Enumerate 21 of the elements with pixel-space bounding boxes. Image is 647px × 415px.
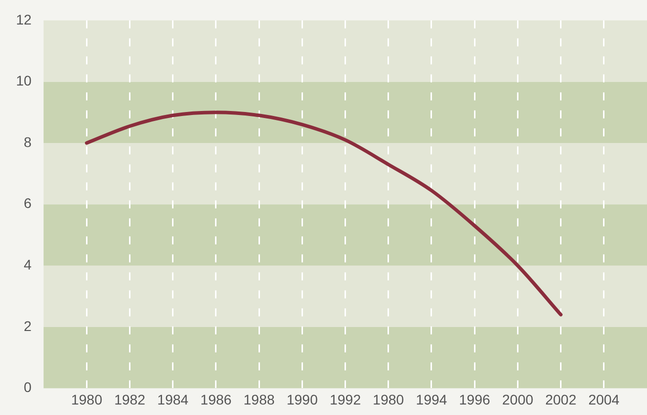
x-tick-label: 2000 <box>502 391 534 408</box>
x-tick-label: 1988 <box>244 391 275 408</box>
x-tick-label: 1996 <box>459 391 490 408</box>
x-tick-label: 1980 <box>71 391 102 408</box>
y-tick-label: 4 <box>24 256 32 272</box>
x-tick-label: 1986 <box>200 391 232 408</box>
x-tick-label: 1984 <box>157 391 189 408</box>
y-tick-label: 2 <box>24 318 32 334</box>
x-tick-label: 1990 <box>286 391 318 408</box>
line-series <box>84 110 563 316</box>
x-tick-label: 2002 <box>545 391 577 408</box>
x-tick-label: 2004 <box>588 391 620 408</box>
x-tick-label: 1982 <box>114 391 146 408</box>
y-tick-label: 8 <box>24 134 32 150</box>
y-tick-label: 0 <box>24 379 32 396</box>
y-tick-label: 10 <box>16 72 32 89</box>
x-tick-label: 1992 <box>330 391 362 408</box>
y-tick-label: 12 <box>16 11 32 28</box>
x-tick-label: 1980 <box>372 391 404 408</box>
y-tick-label: 6 <box>24 195 32 212</box>
x-tick-label: 1994 <box>416 391 448 408</box>
